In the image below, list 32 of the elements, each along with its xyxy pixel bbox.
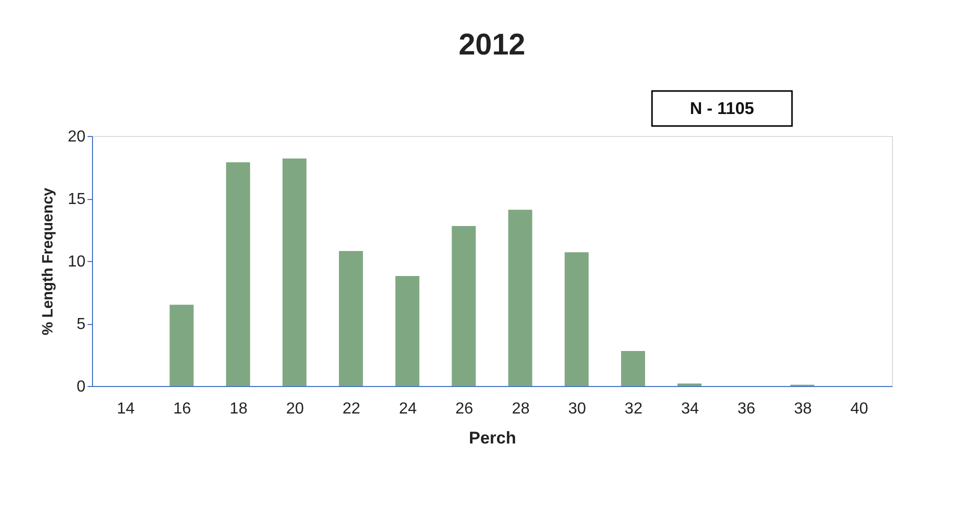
x-tick-label: 36 xyxy=(738,400,756,418)
x-tick-label: 26 xyxy=(455,400,474,418)
bar xyxy=(452,226,476,386)
x-tick-label: 20 xyxy=(286,400,304,418)
y-tick-label: 15 xyxy=(68,191,86,208)
x-tick-label: 22 xyxy=(342,400,360,418)
x-tick-label: 30 xyxy=(568,400,586,418)
x-tick-label: 32 xyxy=(624,400,643,418)
bar xyxy=(282,158,306,386)
x-tick-label: 38 xyxy=(794,400,812,418)
x-tick-label: 18 xyxy=(230,400,248,418)
chart-title: 2012 xyxy=(458,28,526,62)
bar xyxy=(170,304,194,386)
y-tick-label: 5 xyxy=(76,316,86,333)
x-tick-label: 40 xyxy=(850,400,868,418)
bar xyxy=(395,276,420,386)
bar xyxy=(621,351,646,386)
x-tick-label: 16 xyxy=(173,400,192,418)
text: N - 1105 xyxy=(690,99,754,118)
bar xyxy=(564,252,589,386)
y-axis-title: % Length Frequency xyxy=(40,187,57,336)
y-tick-label: 10 xyxy=(68,254,86,270)
y-tick-label: 20 xyxy=(68,128,86,146)
x-tick-label: 28 xyxy=(512,400,530,418)
x-tick-label: 14 xyxy=(116,400,135,418)
x-axis-title: Perch xyxy=(468,428,516,448)
x-tick-label: 34 xyxy=(681,400,699,418)
bar xyxy=(226,162,250,386)
bar xyxy=(508,210,532,386)
bar xyxy=(338,251,363,386)
x-tick-label: 24 xyxy=(398,400,417,418)
y-tick-label: 0 xyxy=(76,378,86,396)
